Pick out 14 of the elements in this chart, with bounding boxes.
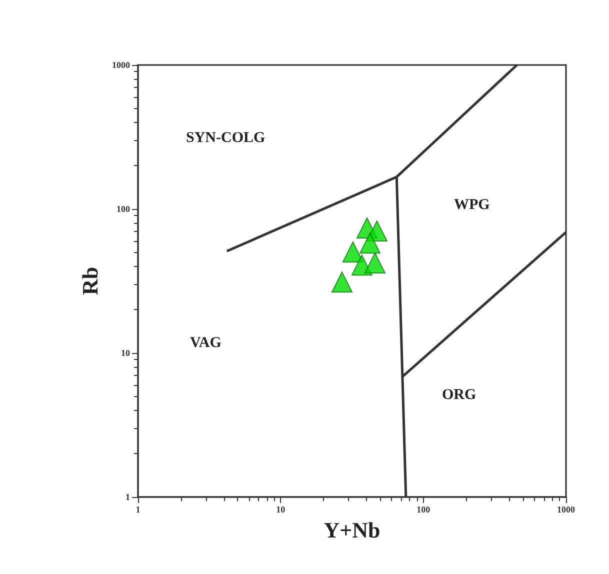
annotation: SYN-COLG: [186, 130, 266, 146]
y-tick-label: 10: [121, 348, 130, 358]
y-axis-title: Rb: [78, 266, 103, 296]
annotation: VAG: [190, 335, 222, 351]
x-axis-title: Y+Nb: [324, 518, 380, 542]
x-tick-label: 1000: [557, 504, 576, 514]
x-tick-label: 1: [136, 504, 141, 514]
annotation: WPG: [454, 197, 490, 213]
y-tick-label: 1000: [112, 60, 130, 70]
y-tick-label: 1: [126, 492, 130, 502]
y-tick-label: 100: [116, 204, 130, 214]
x-tick-label: 10: [276, 504, 286, 514]
x-tick-label: 100: [416, 504, 431, 514]
annotation: ORG: [442, 387, 476, 403]
